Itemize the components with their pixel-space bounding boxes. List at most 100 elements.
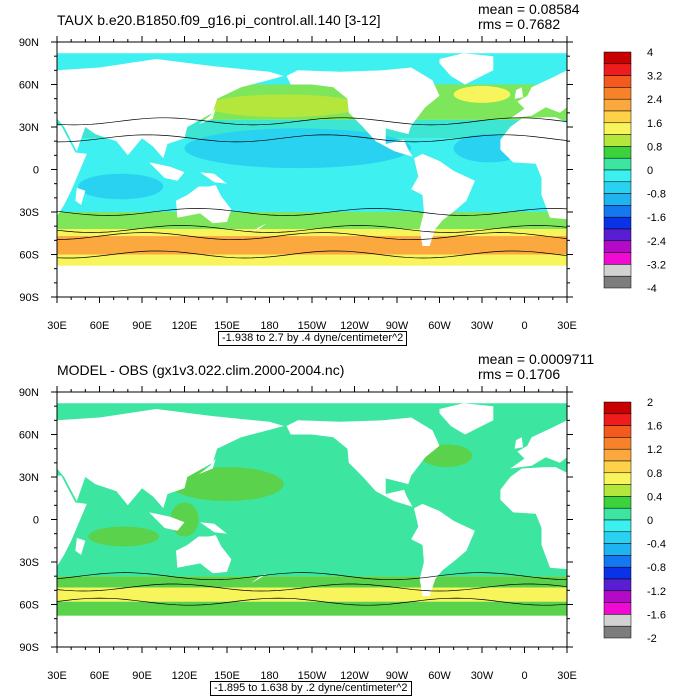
- land-indonesia: [149, 512, 185, 531]
- lon-axis: 30E 60E 90E 120E 150E 180 150W 120W 90W 60W 30W 0 30…: [47, 386, 577, 682]
- ocean-field-pacific-westerly-core: [205, 94, 362, 118]
- colorbar-label: 4: [647, 47, 653, 59]
- lon-tick-label: 30E: [47, 670, 67, 682]
- lon-tick-label: 90E: [132, 670, 152, 682]
- colorbar-swatch: [603, 496, 632, 509]
- colorbar-swatch: [603, 602, 632, 615]
- colorbar-swatch: [603, 157, 632, 171]
- land-new-guinea: [200, 172, 227, 184]
- lon-tick-label: 90W: [386, 320, 409, 332]
- lon-tick-label: 0: [521, 320, 527, 332]
- land-africa-east: [57, 125, 87, 217]
- lon-tick-label: 60E: [90, 320, 110, 332]
- lat-tick-label: 30S: [19, 557, 39, 569]
- lon-tick-label: 60W: [428, 320, 451, 332]
- land-australia: [176, 535, 232, 574]
- lon-tick-label: 120W: [340, 670, 369, 682]
- colorbar-label: -0.8: [647, 189, 666, 201]
- colorbar-swatch: [603, 531, 632, 544]
- lat-tick-label: 30N: [19, 472, 39, 484]
- land-antarctica: [57, 615, 567, 647]
- land-indonesia: [149, 162, 185, 181]
- land-greenland: [439, 53, 494, 85]
- lat-tick-label: 90N: [19, 37, 39, 49]
- colorbar-swatch: [603, 275, 632, 289]
- colorbar-swatch: [603, 110, 632, 124]
- lon-tick-label: 150E: [214, 320, 240, 332]
- colorbar-swatch: [603, 472, 632, 485]
- colorbar-swatch: [603, 507, 632, 521]
- land-south-america: [411, 503, 475, 596]
- contour-range-label: -1.938 to 2.7 by .4 dyne/centimeter^2: [218, 331, 408, 346]
- mean-value: mean = 0.08584: [478, 1, 580, 17]
- contour-line: [56, 232, 568, 240]
- lon-tick-label: 30E: [557, 320, 577, 332]
- panel-model-minus-obs: MODEL - OBS (gx1v3.022.clim.2000-2004.nc…: [0, 350, 700, 696]
- ocean-field-south-yellow: [57, 587, 567, 602]
- colorbar-label: -0.8: [647, 562, 666, 574]
- ocean-field-south-edge: [57, 254, 567, 266]
- colorbar-swatch: [603, 169, 632, 183]
- contour-lines: [56, 117, 568, 259]
- colorbar-swatch: [603, 228, 632, 242]
- colorbar-label: -1.2: [647, 586, 666, 598]
- lat-axis: 90N 60N 30N 0 30S 60S 90S: [19, 387, 573, 654]
- land-arctic: [57, 392, 567, 404]
- colorbar-label: 0.8: [647, 141, 662, 153]
- rms-value: rms = 0.7682: [478, 16, 561, 32]
- lat-axis: 90N 60N 30N 0 30S 60S 90S: [19, 37, 573, 304]
- colorbar-label: 1.6: [647, 118, 662, 130]
- stats-block: mean = 0.08584 rms = 0.7682: [478, 2, 580, 32]
- colorbar-swatch: [603, 193, 632, 206]
- contour-line: [56, 117, 568, 126]
- lat-tick-label: 0: [33, 165, 39, 177]
- land-africa-west: [500, 117, 567, 220]
- colorbar-swatch: [603, 216, 632, 230]
- stats-block: mean = 0.0009711 rms = 0.1706: [478, 352, 594, 382]
- contour-line: [56, 583, 568, 592]
- contour-line: [56, 572, 568, 581]
- contour-line: [56, 208, 568, 216]
- land-africa-east: [57, 475, 87, 567]
- panel-title: MODEL - OBS (gx1v3.022.clim.2000-2004.nc…: [57, 362, 345, 378]
- land-greenland: [439, 403, 494, 435]
- lat-tick-label: 30N: [19, 122, 39, 134]
- land-madagascar: [75, 187, 86, 205]
- colorbar-swatch: [603, 134, 632, 147]
- lon-tick-label: 0: [521, 670, 527, 682]
- colorbar-label: -2.4: [647, 236, 666, 248]
- colorbar-swatch: [603, 122, 632, 135]
- colorbar-label: 3.2: [647, 71, 662, 83]
- colorbar-swatch: [603, 264, 632, 277]
- lat-tick-label: 0: [33, 515, 39, 527]
- lon-tick-label: 120E: [172, 670, 198, 682]
- ocean-field-indian-trade-core: [78, 173, 164, 200]
- colorbar-swatch: [603, 146, 632, 159]
- ocean-field-south-edge: [57, 601, 567, 616]
- land-europe: [510, 70, 567, 119]
- land-uk: [514, 87, 524, 99]
- colorbar-swatch: [603, 413, 632, 426]
- lat-tick-label: 60S: [19, 600, 39, 612]
- contour-line: [56, 250, 568, 259]
- lat-tick-label: 60N: [19, 80, 39, 92]
- lon-tick-label: 150W: [298, 670, 327, 682]
- colorbar-label: 0: [647, 165, 653, 177]
- colorbar-label: -3.2: [647, 259, 666, 271]
- contour-line: [56, 225, 568, 233]
- land-new-guinea: [200, 522, 227, 534]
- colorbar-label: 2: [647, 397, 653, 409]
- colorbar-label: -1.6: [647, 212, 666, 224]
- colorbar-swatch: [603, 614, 632, 627]
- colorbar-label: -2: [647, 633, 657, 645]
- colorbar-swatch: [603, 181, 632, 194]
- colorbar-label: 1.6: [647, 421, 662, 433]
- colorbar-swatch: [603, 484, 632, 497]
- colorbar-swatch: [603, 460, 632, 474]
- lon-tick-label: 30E: [47, 320, 67, 332]
- colorbar-swatch: [603, 590, 632, 603]
- contour-line: [56, 134, 568, 143]
- lon-tick-label: 90E: [132, 320, 152, 332]
- lat-tick-label: 90N: [19, 387, 39, 399]
- lon-tick-label: 120E: [172, 320, 198, 332]
